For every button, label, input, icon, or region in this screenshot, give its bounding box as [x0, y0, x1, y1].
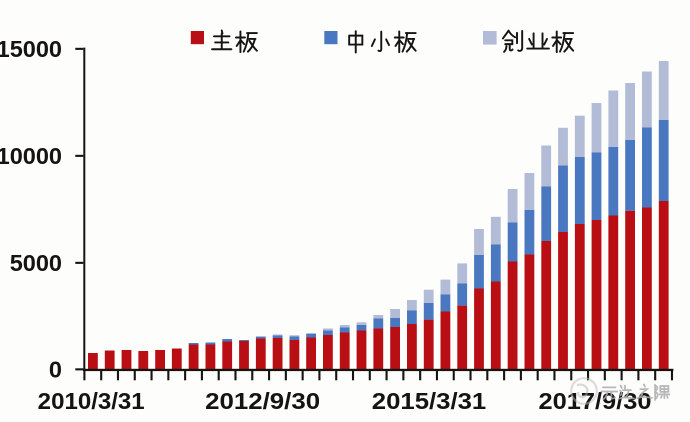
svg-text:0: 0 — [49, 357, 62, 383]
svg-text:10000: 10000 — [0, 143, 62, 169]
svg-text:15000: 15000 — [0, 36, 62, 62]
svg-text:2017/9/30: 2017/9/30 — [539, 388, 652, 414]
svg-text:2010/3/31: 2010/3/31 — [38, 388, 145, 414]
svg-text:5000: 5000 — [10, 250, 62, 276]
svg-text:2012/9/30: 2012/9/30 — [205, 388, 320, 414]
svg-text:2015/3/31: 2015/3/31 — [372, 388, 487, 414]
